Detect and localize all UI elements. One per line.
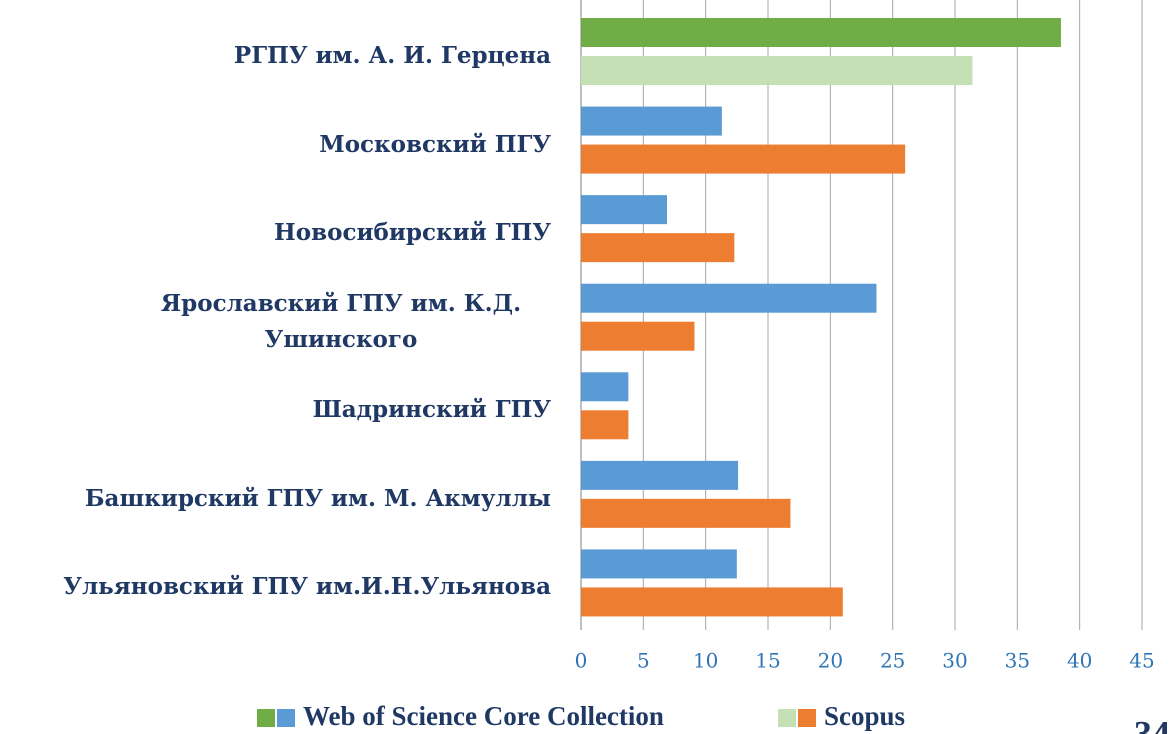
bar: [581, 18, 1061, 47]
x-tick-label: 5: [637, 649, 650, 673]
legend-swatch: [798, 709, 816, 727]
x-tick-label: 40: [1067, 649, 1092, 673]
category-label-box: Башкирский ГПУ им. М. Акмуллы: [85, 455, 551, 543]
category-label-box: Шадринский ГПУ: [313, 366, 551, 454]
bar: [581, 195, 668, 225]
x-tick-label: 45: [1129, 649, 1154, 673]
category-label: Ульяновский ГПУ им.И.Н.Ульянова: [63, 573, 551, 601]
category-label: Шадринский ГПУ: [312, 396, 551, 424]
category-label: Башкирский ГПУ им. М. Акмуллы: [84, 484, 551, 512]
bar: [581, 321, 695, 351]
x-tick-label: 20: [818, 649, 843, 673]
bar: [581, 233, 735, 263]
category-label: Ярославский ГПУ им. К.Д. Ушинского: [160, 289, 522, 353]
legend-swatch: [257, 709, 275, 727]
bar: [581, 498, 791, 528]
x-tick-label: 15: [755, 649, 780, 673]
bar: [581, 283, 877, 313]
x-tick-label: 30: [942, 649, 967, 673]
category-label-box: Ярославский ГПУ им. К.Д. Ушинского: [131, 278, 551, 366]
category-label-box: РГПУ им. А. И. Герцена: [234, 12, 551, 100]
category-label: РГПУ им. А. И. Герцена: [233, 42, 551, 69]
bar: [581, 372, 629, 402]
bar: [581, 144, 906, 174]
category-label-box: Ульяновский ГПУ им.И.Н.Ульянова: [63, 543, 551, 631]
bar: [581, 587, 843, 617]
legend-label: Web of Science Core Collection: [303, 701, 664, 731]
legend-swatch: [277, 709, 295, 727]
x-tick-label: 25: [880, 649, 905, 673]
bar: [581, 56, 973, 85]
bar: [581, 410, 629, 440]
page-number: 34: [1134, 713, 1170, 734]
category-label: Московский ПГУ: [319, 130, 551, 158]
x-tick-label: 0: [575, 649, 588, 673]
legend-label: Scopus: [824, 701, 905, 731]
category-label-box: Московский ПГУ: [319, 101, 551, 189]
bar: [581, 106, 722, 136]
x-tick-label: 35: [1005, 649, 1030, 673]
bar: [581, 460, 739, 490]
bar: [581, 549, 737, 579]
legend-swatch: [778, 709, 796, 727]
x-tick-label: 10: [693, 649, 718, 673]
category-label-box: Новосибирский ГПУ: [274, 189, 551, 277]
category-label: Новосибирский ГПУ: [274, 219, 551, 247]
